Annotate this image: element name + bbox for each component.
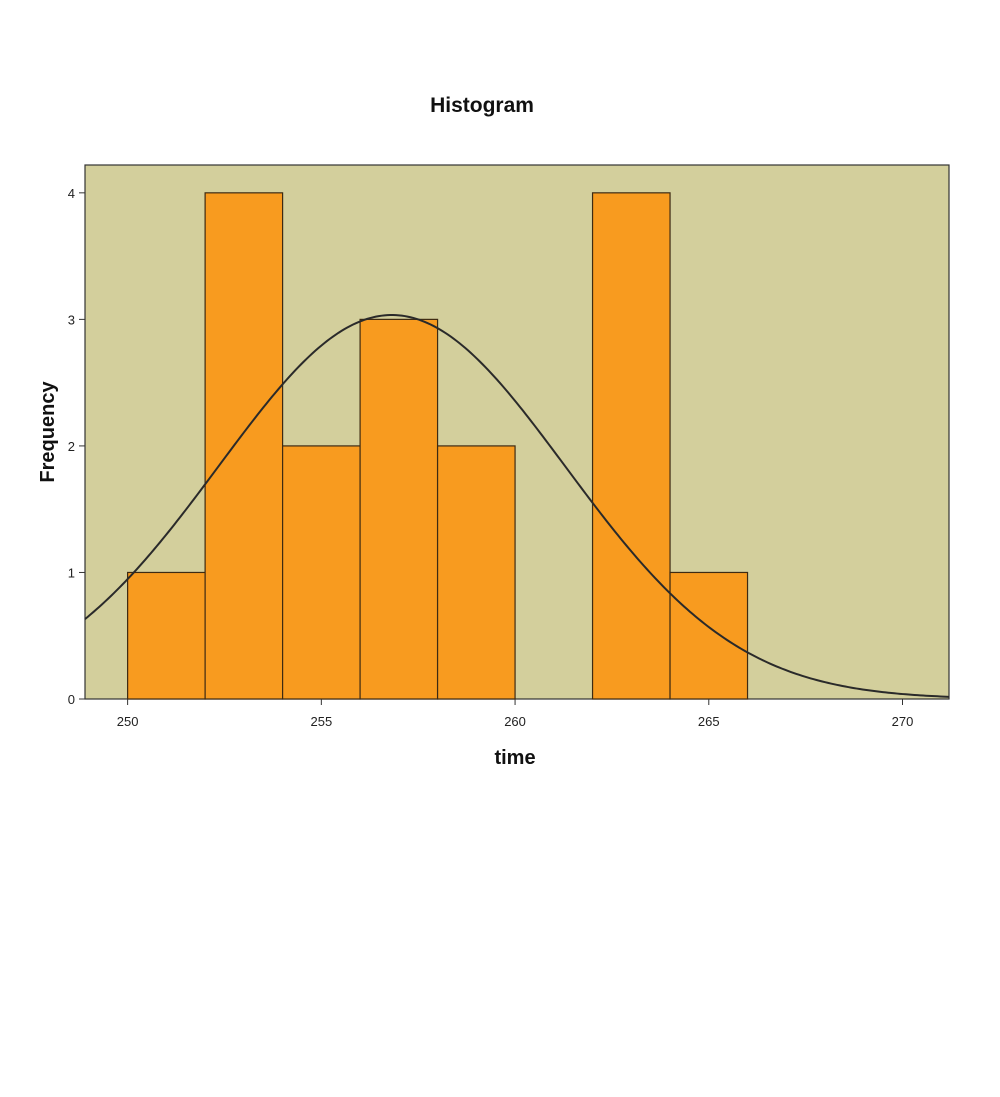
y-tick-label: 1	[68, 565, 75, 580]
histogram-bar	[127, 571, 206, 700]
y-axis: 0 1 2 3 4	[68, 186, 85, 707]
y-tick-label: 3	[68, 312, 75, 327]
x-tick-label: 255	[310, 714, 332, 729]
y-tick-label: 4	[68, 186, 75, 201]
histogram-bar	[669, 571, 749, 700]
normal-curve	[84, 314, 950, 698]
x-tick-label: 270	[892, 714, 914, 729]
x-tick-label: 260	[504, 714, 526, 729]
histogram-bar	[436, 445, 516, 700]
x-tick-label: 265	[698, 714, 720, 729]
x-axis: 250 255 260 265 270	[117, 699, 914, 729]
bars-group	[127, 192, 749, 700]
histogram-bar	[204, 192, 284, 700]
y-axis-label: Frequency	[37, 381, 59, 483]
x-axis-label: time	[494, 747, 535, 769]
histogram-bar	[281, 445, 361, 700]
y-tick-label: 2	[68, 439, 75, 454]
x-tick-label: 250	[117, 714, 139, 729]
y-tick-label: 0	[68, 692, 75, 707]
histogram-bar	[591, 192, 671, 700]
chart-title: Histogram	[430, 94, 534, 117]
histogram-bar	[359, 318, 439, 700]
